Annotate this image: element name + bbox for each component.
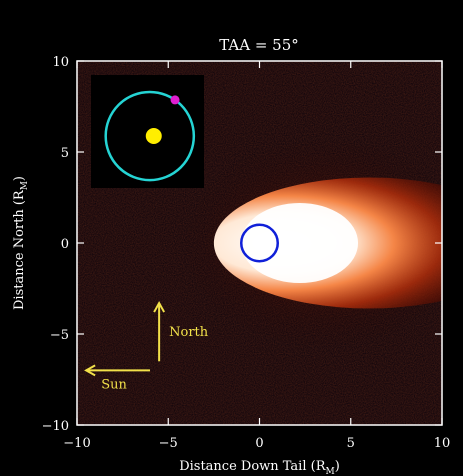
- arrow-sun: Sun: [84, 364, 150, 392]
- x-axis-label-subscript: M: [326, 467, 335, 476]
- x-axis-label-close: ): [335, 459, 340, 474]
- x-tick-label: 0: [255, 436, 263, 451]
- chart-title: TAA = 55°: [219, 36, 299, 54]
- arrow-head: [153, 301, 165, 313]
- sun-icon: [145, 128, 162, 145]
- x-tick-label: −5: [159, 436, 178, 451]
- planet-position-marker: [170, 95, 180, 105]
- x-tick-label: 10: [434, 436, 451, 451]
- x-axis-label-main: Distance Down Tail (R: [179, 459, 327, 474]
- direction-arrows: North Sun: [84, 301, 209, 392]
- y-tick-label: −5: [50, 328, 69, 343]
- y-axis-label-close: ): [12, 176, 27, 181]
- emission-core: [241, 202, 359, 284]
- arrow-north: North: [153, 301, 209, 362]
- y-axis: 10 5 0 −5 −10: [42, 55, 442, 434]
- x-tick-label: 5: [347, 436, 355, 451]
- y-axis-label-subscript: M: [20, 181, 30, 190]
- plot-area: North Sun: [77, 61, 442, 425]
- y-tick-label: −10: [42, 419, 69, 434]
- arrow-label: Sun: [101, 377, 127, 392]
- y-tick-label: 10: [52, 55, 69, 70]
- x-axis-label: Distance Down Tail (RM): [179, 459, 340, 476]
- orbit-circle: [104, 90, 196, 182]
- planet-circle: [240, 223, 279, 263]
- y-axis-label-main: Distance North (R: [12, 189, 27, 310]
- y-axis-label: Distance North (RM): [12, 176, 30, 310]
- y-tick-label: 0: [61, 237, 69, 252]
- x-tick-label: −10: [63, 436, 90, 451]
- orbit-inset: [91, 75, 204, 188]
- arrow-label: North: [169, 325, 209, 340]
- x-axis: −10 −5 0 5 10: [63, 61, 450, 451]
- arrow-head: [84, 364, 96, 377]
- y-tick-label: 5: [61, 146, 69, 161]
